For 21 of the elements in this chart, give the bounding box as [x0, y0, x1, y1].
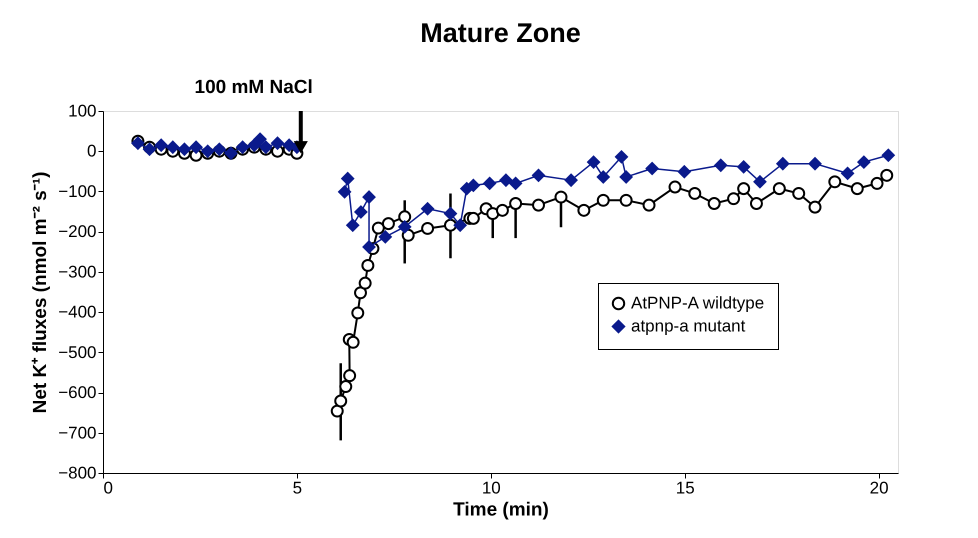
- legend-label: atpnp-a mutant: [631, 316, 746, 336]
- x-axis-title: Time (min): [453, 500, 549, 520]
- x-tick-label: 5: [292, 478, 302, 498]
- y-tick-label: −300: [58, 262, 96, 282]
- y-tick-label: −100: [58, 182, 96, 201]
- y-tick-label: −400: [58, 302, 96, 322]
- legend-label: AtPNP-A wildtype: [631, 294, 764, 312]
- y-tick-label: −800: [58, 464, 96, 482]
- y-tick-label: −600: [58, 383, 96, 402]
- annotation: 100 mM NaCl: [194, 77, 313, 98]
- y-tick-label: −200: [58, 222, 96, 242]
- y-tick-label: 0: [87, 142, 96, 161]
- y-axis-title: Net K⁺ fluxes (nmol m⁻² s⁻¹): [30, 172, 52, 414]
- y-tick-label: −500: [58, 342, 96, 362]
- y-tick-label: −700: [58, 423, 96, 442]
- y-tick-label: 100: [68, 102, 96, 120]
- x-tick-label: 10: [482, 478, 501, 498]
- x-tick-label: 15: [676, 478, 695, 498]
- x-tick-label: 0: [104, 478, 113, 498]
- x-tick-label: 20: [870, 478, 889, 498]
- chart-title: Mature Zone: [420, 18, 581, 48]
